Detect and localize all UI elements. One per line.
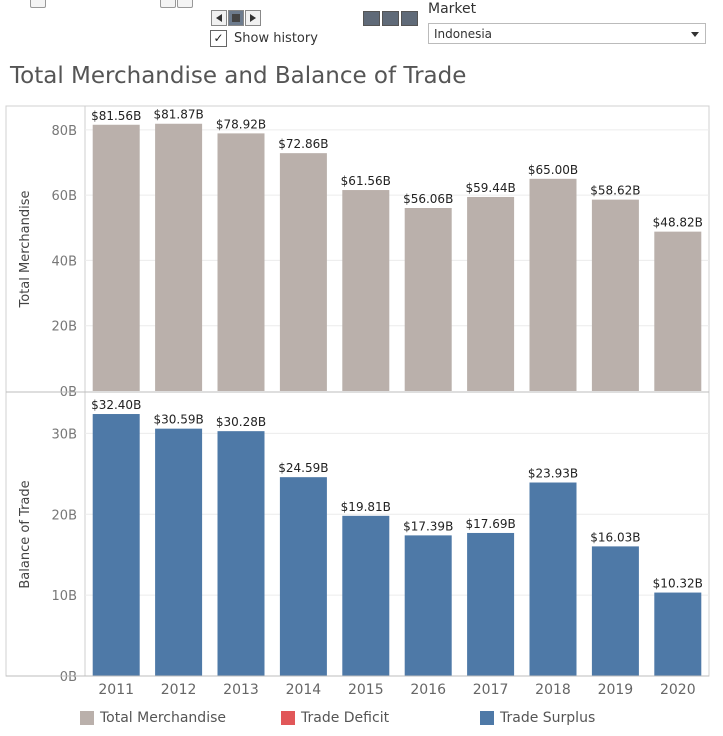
bar-2019[interactable] xyxy=(591,199,639,391)
legend-swatch xyxy=(281,711,295,725)
bar-2016[interactable] xyxy=(404,207,452,391)
y-tick-label: 60B xyxy=(52,189,77,204)
bar-2017[interactable] xyxy=(467,532,515,676)
bar-2020[interactable] xyxy=(654,592,702,676)
slider-handle[interactable] xyxy=(30,0,46,8)
data-label: $16.03B xyxy=(590,530,640,544)
data-label: $30.59B xyxy=(153,413,203,427)
legend-label: Total Merchandise xyxy=(100,710,226,726)
step-back-icon xyxy=(216,14,222,22)
bar-2019[interactable] xyxy=(591,546,639,676)
step-forward-button[interactable] xyxy=(245,10,261,26)
y-tick-label: 0B xyxy=(60,670,77,685)
show-history-label: Show history xyxy=(234,31,318,46)
slider-prev-button[interactable] xyxy=(160,0,176,8)
legend-label: Trade Deficit xyxy=(301,710,390,726)
x-tick-label: 2018 xyxy=(535,682,571,698)
market-dropdown[interactable]: Indonesia xyxy=(428,23,706,44)
data-label: $19.81B xyxy=(341,500,391,514)
y-tick-label: 10B xyxy=(52,589,77,604)
bar-2011[interactable] xyxy=(92,124,140,391)
show-history-checkbox[interactable]: ✓ xyxy=(210,30,227,47)
data-label: $81.56B xyxy=(91,109,141,123)
data-label: $24.59B xyxy=(278,461,328,475)
bar-2014[interactable] xyxy=(279,477,327,676)
data-label: $72.86B xyxy=(278,137,328,151)
bar-2011[interactable] xyxy=(92,414,140,676)
x-tick-label: 2014 xyxy=(286,682,322,698)
bar-2018[interactable] xyxy=(529,178,577,391)
bar-2018[interactable] xyxy=(529,482,577,676)
legend-swatch xyxy=(80,711,94,725)
chevron-down-icon xyxy=(691,32,699,37)
speed-normal-button[interactable] xyxy=(382,11,399,26)
data-label: $58.62B xyxy=(590,184,640,198)
chart-title: Total Merchandise and Balance of Trade xyxy=(10,63,467,89)
x-tick-label: 2016 xyxy=(410,682,446,698)
market-selected-value: Indonesia xyxy=(434,27,493,41)
data-label: $65.00B xyxy=(528,163,578,177)
data-label: $48.82B xyxy=(653,216,703,230)
bar-2012[interactable] xyxy=(155,123,203,391)
data-label: $78.92B xyxy=(216,117,266,131)
speed-slow-button[interactable] xyxy=(363,11,380,26)
bar-2015[interactable] xyxy=(342,190,390,391)
x-tick-label: 2011 xyxy=(98,682,134,698)
y-tick-label: 40B xyxy=(52,254,77,269)
data-label: $32.40B xyxy=(91,398,141,412)
legend: Total Merchandise Trade Deficit Trade Su… xyxy=(0,710,723,730)
playback-speed-controls xyxy=(363,11,418,26)
bar-chart: 0B 20B 40B 60B 80B Total Merchandise $81.56B $8… xyxy=(5,105,710,698)
x-tick-label: 2019 xyxy=(598,682,634,698)
y-tick-label: 80B xyxy=(52,124,77,139)
x-tick-label: 2020 xyxy=(660,682,696,698)
y-tick-label: 30B xyxy=(52,427,77,442)
data-label: $10.32B xyxy=(653,577,703,591)
data-label: $23.93B xyxy=(528,467,578,481)
legend-item-trade-surplus[interactable]: Trade Surplus xyxy=(480,710,595,726)
bar-2015[interactable] xyxy=(342,515,390,676)
bar-2013[interactable] xyxy=(217,431,265,676)
market-filter-label: Market xyxy=(428,1,477,17)
data-label: $59.44B xyxy=(465,181,515,195)
stop-icon xyxy=(232,14,240,22)
stop-button[interactable] xyxy=(228,10,244,26)
show-history-toggle[interactable]: ✓ Show history xyxy=(210,30,318,47)
bar-2013[interactable] xyxy=(217,133,265,391)
bar-2012[interactable] xyxy=(155,428,203,676)
data-label: $30.28B xyxy=(216,415,266,429)
top-controls: ✓ Show history Market Indonesia xyxy=(0,0,723,60)
legend-item-trade-deficit[interactable]: Trade Deficit xyxy=(281,710,389,726)
data-label: $17.69B xyxy=(465,517,515,531)
y-tick-label: 20B xyxy=(52,320,77,335)
y-tick-label: 20B xyxy=(52,508,77,523)
data-label: $81.87B xyxy=(153,108,203,122)
legend-label: Trade Surplus xyxy=(500,710,596,726)
bar-2014[interactable] xyxy=(279,153,327,391)
x-tick-label: 2012 xyxy=(161,682,197,698)
data-label: $61.56B xyxy=(341,174,391,188)
x-tick-label: 2015 xyxy=(348,682,384,698)
data-label: $56.06B xyxy=(403,192,453,206)
playback-controls xyxy=(211,10,261,26)
panel-balance-of-trade: 0B 10B 20B 30B Balance of Trade $32.40B $30.59… xyxy=(6,391,709,685)
slider-next-button[interactable] xyxy=(177,0,193,8)
data-label: $17.39B xyxy=(403,519,453,533)
bar-2020[interactable] xyxy=(654,231,702,391)
step-back-button[interactable] xyxy=(211,10,227,26)
legend-item-total-merchandise[interactable]: Total Merchandise xyxy=(80,710,226,726)
bar-2017[interactable] xyxy=(467,196,515,391)
speed-fast-button[interactable] xyxy=(401,11,418,26)
y-axis-title: Total Merchandise xyxy=(18,191,33,309)
y-axis-title: Balance of Trade xyxy=(18,480,33,588)
legend-swatch xyxy=(480,711,494,725)
x-tick-label: 2013 xyxy=(223,682,259,698)
bar-2016[interactable] xyxy=(404,535,452,676)
step-forward-icon xyxy=(250,14,256,22)
x-tick-label: 2017 xyxy=(473,682,509,698)
